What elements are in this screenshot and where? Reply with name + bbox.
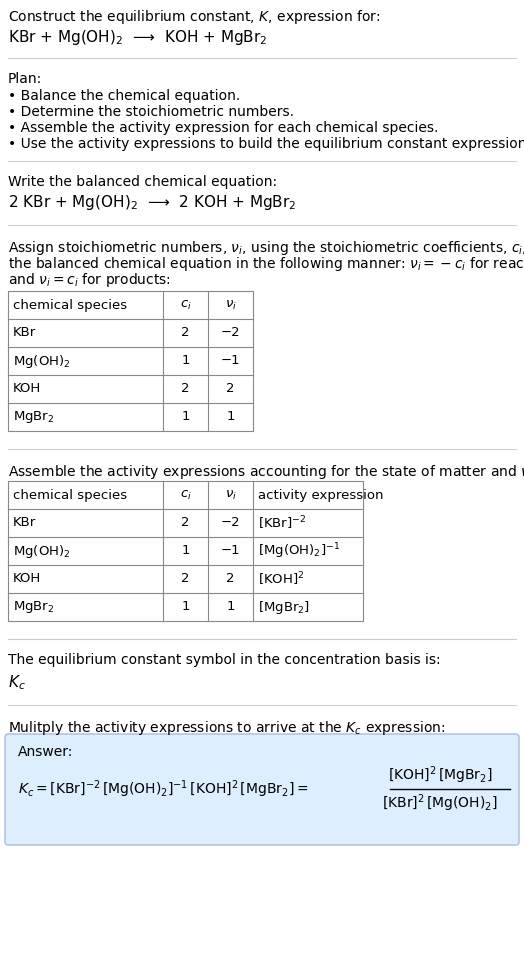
- Text: Mulitply the activity expressions to arrive at the $K_c$ expression:: Mulitply the activity expressions to arr…: [8, 719, 445, 737]
- Text: $[\mathrm{KBr}]^2\,[\mathrm{Mg(OH)_2}]$: $[\mathrm{KBr}]^2\,[\mathrm{Mg(OH)_2}]$: [382, 792, 498, 813]
- Text: Answer:: Answer:: [18, 745, 73, 759]
- Text: Assign stoichiometric numbers, $\nu_i$, using the stoichiometric coefficients, $: Assign stoichiometric numbers, $\nu_i$, …: [8, 239, 524, 257]
- Text: 1: 1: [226, 600, 235, 613]
- Text: 1: 1: [226, 411, 235, 424]
- Text: • Use the activity expressions to build the equilibrium constant expression.: • Use the activity expressions to build …: [8, 137, 524, 151]
- Text: −2: −2: [221, 517, 241, 529]
- Text: • Assemble the activity expression for each chemical species.: • Assemble the activity expression for e…: [8, 121, 439, 135]
- Text: −1: −1: [221, 354, 241, 367]
- Text: chemical species: chemical species: [13, 299, 127, 311]
- Text: • Determine the stoichiometric numbers.: • Determine the stoichiometric numbers.: [8, 105, 294, 119]
- Text: 2: 2: [181, 572, 190, 586]
- Text: [MgBr$_2$]: [MgBr$_2$]: [258, 598, 310, 615]
- Text: $c_i$: $c_i$: [180, 488, 191, 501]
- Text: 2: 2: [226, 383, 235, 395]
- Text: the balanced chemical equation in the following manner: $\nu_i = -c_i$ for react: the balanced chemical equation in the fo…: [8, 255, 524, 273]
- Text: $c_i$: $c_i$: [180, 299, 191, 312]
- Text: 1: 1: [181, 411, 190, 424]
- Text: Assemble the activity expressions accounting for the state of matter and $\nu_i$: Assemble the activity expressions accoun…: [8, 463, 524, 481]
- Bar: [8, 291, 253, 431]
- Text: 2: 2: [226, 572, 235, 586]
- Text: 2 KBr + Mg(OH)$_2$  ⟶  2 KOH + MgBr$_2$: 2 KBr + Mg(OH)$_2$ ⟶ 2 KOH + MgBr$_2$: [8, 193, 297, 212]
- Text: 2: 2: [181, 383, 190, 395]
- Text: MgBr$_2$: MgBr$_2$: [13, 409, 54, 425]
- Text: $K_c = [\mathrm{KBr}]^{-2}\,[\mathrm{Mg(OH)_2}]^{-1}\,[\mathrm{KOH}]^2\,[\mathrm: $K_c = [\mathrm{KBr}]^{-2}\,[\mathrm{Mg(…: [18, 778, 308, 800]
- Text: 1: 1: [181, 545, 190, 558]
- Text: chemical species: chemical species: [13, 488, 127, 501]
- Text: [KOH]$^2$: [KOH]$^2$: [258, 570, 304, 588]
- Text: MgBr$_2$: MgBr$_2$: [13, 599, 54, 615]
- Text: and $\nu_i = c_i$ for products:: and $\nu_i = c_i$ for products:: [8, 271, 171, 289]
- Text: Mg(OH)$_2$: Mg(OH)$_2$: [13, 352, 71, 369]
- Text: KBr + Mg(OH)$_2$  ⟶  KOH + MgBr$_2$: KBr + Mg(OH)$_2$ ⟶ KOH + MgBr$_2$: [8, 28, 267, 47]
- Text: activity expression: activity expression: [258, 488, 384, 501]
- Text: 2: 2: [181, 326, 190, 340]
- Text: −1: −1: [221, 545, 241, 558]
- Text: $K_c$: $K_c$: [8, 673, 26, 692]
- FancyBboxPatch shape: [5, 734, 519, 845]
- Text: Construct the equilibrium constant, $K$, expression for:: Construct the equilibrium constant, $K$,…: [8, 8, 380, 26]
- Text: The equilibrium constant symbol in the concentration basis is:: The equilibrium constant symbol in the c…: [8, 653, 441, 667]
- Text: KBr: KBr: [13, 326, 36, 340]
- Bar: [8, 481, 363, 621]
- Text: −2: −2: [221, 326, 241, 340]
- Text: [KBr]$^{-2}$: [KBr]$^{-2}$: [258, 514, 307, 532]
- Text: KBr: KBr: [13, 517, 36, 529]
- Text: [Mg(OH)$_2$]$^{-1}$: [Mg(OH)$_2$]$^{-1}$: [258, 542, 340, 561]
- Text: • Balance the chemical equation.: • Balance the chemical equation.: [8, 89, 240, 103]
- Text: $\nu_i$: $\nu_i$: [224, 488, 236, 501]
- Text: Plan:: Plan:: [8, 72, 42, 86]
- Text: Write the balanced chemical equation:: Write the balanced chemical equation:: [8, 175, 277, 189]
- Text: $\nu_i$: $\nu_i$: [224, 299, 236, 312]
- Text: 2: 2: [181, 517, 190, 529]
- Text: 1: 1: [181, 600, 190, 613]
- Text: KOH: KOH: [13, 572, 41, 586]
- Text: 1: 1: [181, 354, 190, 367]
- Text: Mg(OH)$_2$: Mg(OH)$_2$: [13, 543, 71, 560]
- Text: KOH: KOH: [13, 383, 41, 395]
- Text: $[\mathrm{KOH}]^2\,[\mathrm{MgBr_2}]$: $[\mathrm{KOH}]^2\,[\mathrm{MgBr_2}]$: [388, 765, 493, 786]
